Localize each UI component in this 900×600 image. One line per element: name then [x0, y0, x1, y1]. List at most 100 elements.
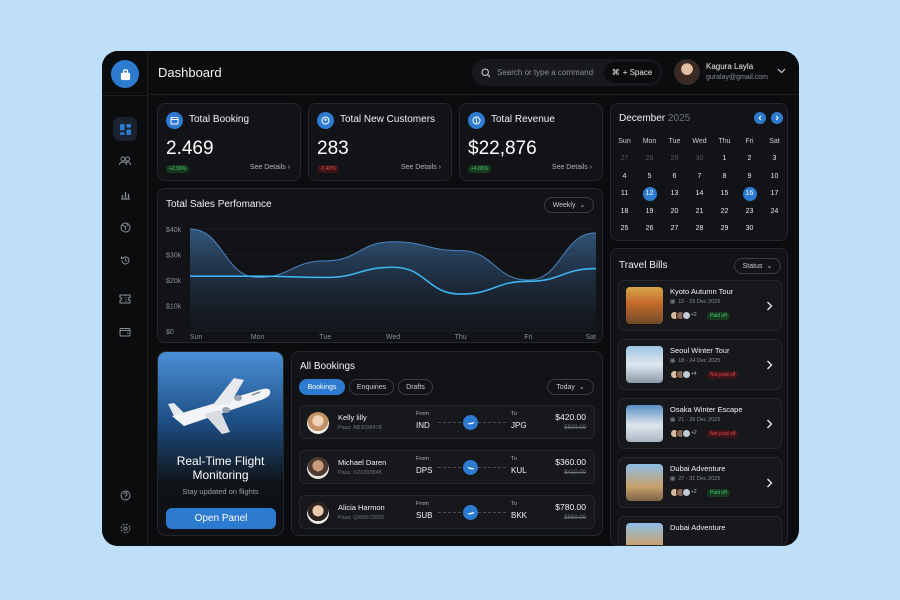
calendar-day[interactable]: 4: [622, 172, 627, 180]
calendar-day[interactable]: 21: [695, 207, 704, 215]
search-bar[interactable]: Search or type a command ⌘ + Space: [472, 59, 662, 86]
y-tick-label: $40k: [166, 227, 182, 234]
app-logo[interactable]: [111, 60, 139, 88]
dashboard-icon[interactable]: [113, 117, 137, 141]
calendar-day[interactable]: 2: [747, 155, 752, 162]
calendar-day[interactable]: 10: [770, 172, 779, 180]
travel-bill-item[interactable]: Seoul Winter Tour ▦ 18 - 24 Dec 2025 +4 No…: [618, 339, 782, 390]
calendar-day[interactable]: 15: [720, 190, 729, 197]
travel-bill-item[interactable]: Dubai Adventure: [618, 516, 782, 545]
users-icon[interactable]: [113, 149, 137, 173]
chevron-right-icon[interactable]: [766, 478, 773, 488]
traveler-count: +2: [691, 489, 697, 495]
calendar-day[interactable]: 9: [747, 172, 752, 180]
user-name: Kagura Layla: [706, 62, 754, 71]
calendar-day[interactable]: 28: [645, 155, 654, 162]
chevron-right-icon[interactable]: [766, 301, 773, 311]
calendar-day[interactable]: 14: [695, 190, 704, 197]
chevron-right-icon[interactable]: [766, 360, 773, 370]
sales-area-chart: $0 $10k $20k $30k $40k Sun Mon Tue Wed Thu Fri Sat: [166, 227, 597, 341]
calendar-day[interactable]: 26: [645, 225, 654, 232]
sidebar: [102, 51, 148, 546]
to-label: To: [511, 501, 517, 507]
see-details-link[interactable]: See Details ›: [250, 164, 290, 171]
price: $360.00: [555, 457, 586, 467]
calendar-day[interactable]: 7: [697, 172, 702, 180]
search-placeholder[interactable]: Search or type a command: [497, 68, 594, 77]
trip-date: ▦ 21 - 26 Dec 2025: [670, 417, 720, 423]
avatar: [682, 488, 691, 497]
calendar-day-selected[interactable]: 16: [737, 186, 762, 201]
chevron-right-icon[interactable]: [766, 419, 773, 429]
calendar-day[interactable]: 30: [695, 155, 704, 162]
calendar-day[interactable]: 20: [670, 207, 679, 215]
travel-bills-title: Travel Bills: [619, 260, 668, 271]
tab-drafts[interactable]: Drafts: [398, 379, 433, 395]
series-1-line: [189, 228, 597, 281]
chevron-down-icon[interactable]: [777, 68, 786, 74]
prev-month-button[interactable]: [754, 112, 766, 124]
all-bookings-card: All Bookings Bookings Enquiries Drafts T…: [291, 351, 603, 536]
calendar-day[interactable]: 29: [720, 225, 729, 232]
travel-bill-item[interactable]: Dubai Adventure ▦ 27 - 31 Dec 2025 +2 Paid…: [618, 457, 782, 508]
trip-date: ▦ 18 - 24 Dec 2025: [670, 358, 720, 364]
wallet-icon[interactable]: [113, 320, 137, 344]
to-label: To: [511, 411, 517, 417]
booking-row[interactable]: Michael Daren Pass: XZ1093845 From DPS T…: [299, 450, 595, 484]
calendar-day[interactable]: 3: [772, 155, 777, 162]
next-month-button[interactable]: [771, 112, 783, 124]
history-icon[interactable]: [113, 248, 137, 272]
x-tick-label: Sun: [190, 334, 203, 341]
calendar-day[interactable]: 24: [770, 207, 779, 215]
calendar-day[interactable]: 1: [722, 155, 727, 162]
calendar-day[interactable]: 17: [770, 190, 779, 197]
calendar-day[interactable]: 22: [720, 207, 729, 215]
calendar-day[interactable]: 11: [620, 190, 629, 197]
status-filter-dropdown[interactable]: Status ⌄: [734, 258, 781, 274]
user-avatar[interactable]: [674, 59, 700, 85]
destination-image: [626, 405, 663, 442]
see-details-link[interactable]: See Details ›: [401, 164, 441, 171]
calendar-day[interactable]: 6: [672, 172, 677, 180]
calendar-day-selected[interactable]: 12: [637, 186, 662, 201]
chevron-down-icon: ⌄: [578, 384, 585, 391]
to-code: JPG: [511, 421, 527, 430]
calendar-day[interactable]: 18: [620, 207, 629, 215]
command-shortcut[interactable]: ⌘ + Space: [604, 62, 660, 83]
calendar-day[interactable]: 23: [745, 207, 754, 215]
today-filter-dropdown[interactable]: Today ⌄: [547, 379, 594, 395]
booking-row[interactable]: Alicia Harmon Pass: QW6673920 From SUB T…: [299, 495, 595, 529]
calendar-day[interactable]: 29: [670, 155, 679, 162]
booking-row[interactable]: Kelly lilly Pass: AB3098478 From IND To …: [299, 405, 595, 439]
trip-date-text: 18 - 24 Dec 2025: [678, 358, 721, 364]
chart-icon[interactable]: [113, 182, 137, 206]
from-code: IND: [416, 421, 430, 430]
travel-bill-item[interactable]: Osaka Winter Escape ▦ 21 - 26 Dec 2025 +2 …: [618, 398, 782, 449]
destination-image: [626, 464, 663, 501]
see-details-link[interactable]: See Details ›: [552, 164, 592, 171]
destination-image: [626, 287, 663, 324]
to-code: KUL: [511, 466, 527, 475]
calendar-day[interactable]: 5: [647, 172, 652, 180]
ticket-icon[interactable]: [113, 287, 137, 311]
travel-bill-item[interactable]: Kyoto Autumn Tour ▦ 10 - 15 Dec 2025 +2 Pa…: [618, 280, 782, 331]
open-panel-button[interactable]: Open Panel: [166, 508, 276, 529]
tab-enquiries[interactable]: Enquiries: [349, 379, 394, 395]
help-icon[interactable]: [113, 483, 137, 507]
calendar-day[interactable]: 13: [670, 190, 679, 197]
calendar-day[interactable]: 25: [620, 225, 629, 232]
calendar-day[interactable]: 19: [645, 207, 654, 215]
calendar-day[interactable]: 30: [745, 225, 754, 232]
calendar-day[interactable]: 8: [722, 172, 727, 180]
globe-icon[interactable]: [113, 215, 137, 239]
calendar-card: December 2025 Sun Mon Tue Wed Thu Fri Sat 27 28 2…: [610, 103, 788, 241]
series-2-line: [189, 266, 597, 295]
calendar-day[interactable]: 27: [670, 225, 679, 232]
settings-icon[interactable]: [113, 516, 137, 540]
calendar-day[interactable]: 27: [620, 155, 629, 162]
weekly-filter-dropdown[interactable]: Weekly ⌄: [544, 197, 594, 213]
tab-bookings[interactable]: Bookings: [299, 379, 345, 395]
calendar-day[interactable]: 28: [695, 225, 704, 232]
x-tick-label: Wed: [386, 334, 400, 341]
trip-name: Seoul Winter Tour: [670, 346, 730, 355]
